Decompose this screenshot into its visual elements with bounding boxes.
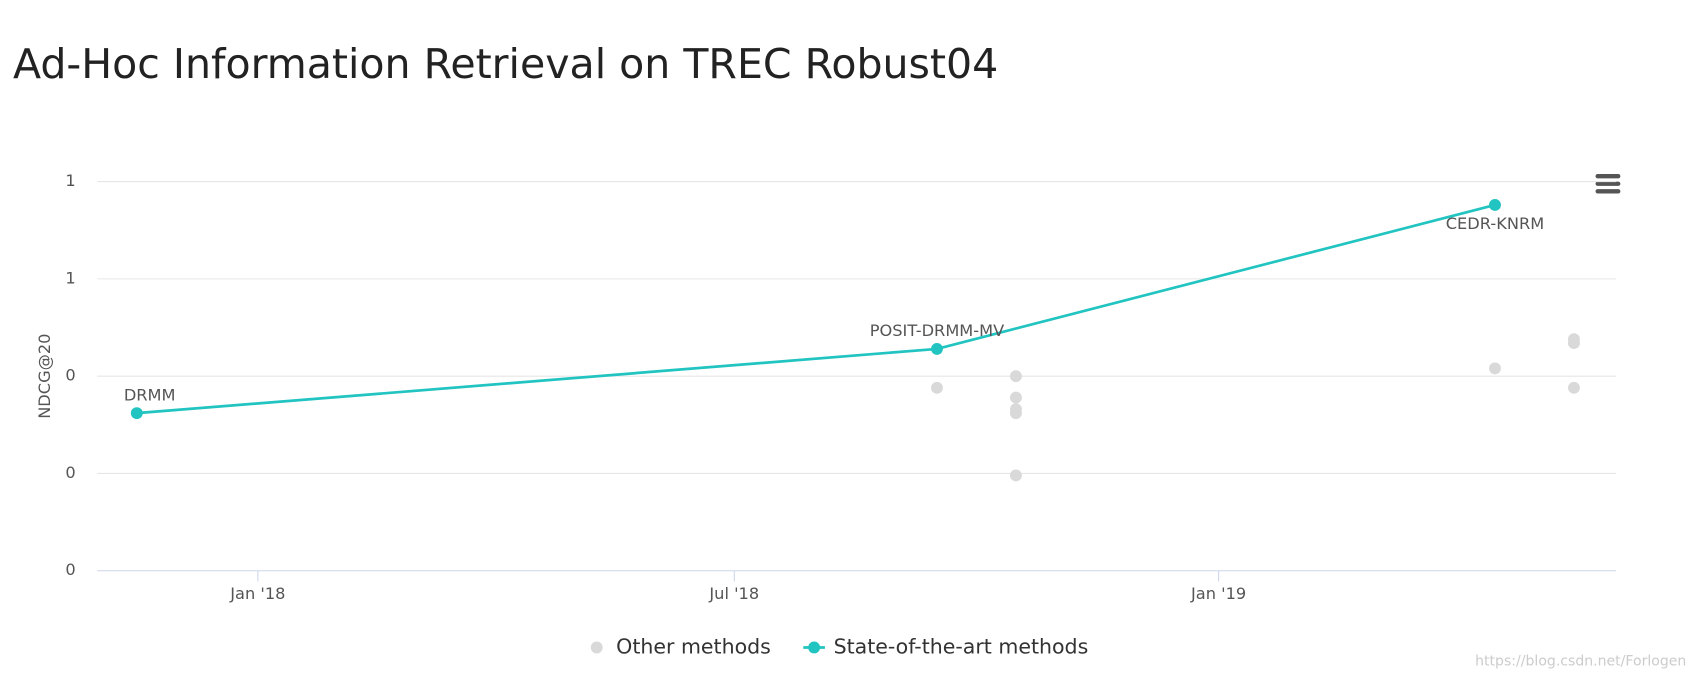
x-tick-label: Jan '19: [1190, 584, 1246, 603]
data-point: [1567, 381, 1580, 394]
y-tick-label: 0: [65, 366, 75, 385]
point-label: CEDR-KNRM: [1446, 214, 1544, 233]
y-tick-label: 1: [65, 268, 75, 287]
data-point: [1009, 403, 1022, 416]
menu-bar[interactable]: [1595, 174, 1621, 179]
legend-label: State-of-the-art methods: [834, 634, 1089, 658]
series-line: [136, 203, 1496, 415]
y-tick-label: 1: [65, 171, 75, 190]
y-tick-label: 0: [65, 560, 75, 579]
menu-button[interactable]: [1595, 174, 1621, 194]
legend-item[interactable]: Other methods: [590, 634, 771, 658]
data-point: [1489, 199, 1501, 211]
y-tick-label: 0: [65, 463, 75, 482]
data-point: [1489, 362, 1501, 375]
watermark: https://blog.csdn.net/Forlogen: [1475, 654, 1686, 670]
legend-item[interactable]: State-of-the-art methods: [803, 634, 1088, 658]
legend-symbol: [590, 641, 603, 654]
legend-label: Other methods: [616, 634, 771, 658]
x-tick-label: Jul '18: [708, 584, 759, 603]
menu-bar[interactable]: [1595, 181, 1621, 186]
data-point: [1009, 370, 1022, 383]
data-point: [1567, 337, 1580, 350]
menu-bar[interactable]: [1595, 189, 1621, 194]
data-point: [931, 342, 943, 355]
x-tick-label: Jan '18: [229, 584, 285, 603]
legend-symbol: [808, 641, 821, 654]
point-label: POSIT-DRMM-MV: [870, 321, 1004, 340]
data-point: [1009, 391, 1022, 404]
data-point: [931, 381, 943, 394]
data-point: [1009, 469, 1022, 482]
data-point: [130, 407, 143, 420]
y-axis-label: NDCG@20: [35, 334, 54, 419]
point-label: DRMM: [124, 385, 176, 404]
chart-title: Ad-Hoc Information Retrieval on TREC Rob…: [13, 40, 998, 88]
